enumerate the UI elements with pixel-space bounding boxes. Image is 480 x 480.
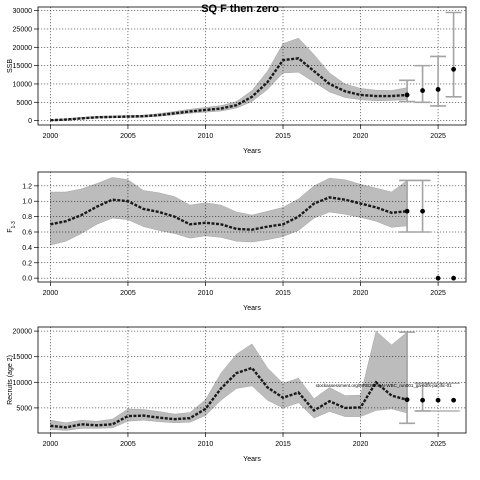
point-2023	[404, 208, 410, 214]
y-axis-label: Recruits (age 2)	[7, 355, 14, 405]
y-tick-label: 0.0	[22, 276, 32, 283]
projection-point-2026	[451, 66, 456, 72]
y-tick-label: 10000	[13, 380, 33, 387]
y-tick-label: 5000	[16, 100, 32, 107]
projection-point-2026	[451, 275, 456, 281]
projection-point-2025	[435, 397, 441, 403]
x-tick-label: 2015	[275, 290, 291, 297]
median-line	[50, 366, 408, 429]
panel-2: 2000 2005 2010 2015 2020 2025 0.0 0.2 0.4 0.6 0.8 1…	[7, 171, 467, 312]
panel-1: 2000 2005 2010 2015 2020 2025 0 5000 10000 15000 2…	[7, 6, 467, 155]
point-2023	[404, 397, 410, 403]
projection-point-2025	[435, 87, 441, 92]
x-tick-label: 2000	[43, 441, 59, 448]
x-tick-label: 2010	[198, 133, 214, 140]
projection-point-2026	[451, 397, 456, 403]
x-tick-label: 2025	[430, 133, 446, 140]
y-axis-label-subscript: 1-3	[11, 221, 17, 228]
y-tick-label: 15000	[13, 63, 33, 70]
projection-point-2025	[435, 275, 441, 281]
projection-point-2024	[420, 397, 425, 403]
y-axis-label: SSB	[7, 59, 14, 73]
y-tick-label: 30000	[13, 8, 33, 15]
confidence-band	[50, 177, 408, 246]
plot-frame	[37, 6, 467, 126]
y-tick-label: 0.8	[22, 214, 32, 221]
x-tick-label: 2015	[275, 133, 291, 140]
x-tick-label: 2000	[43, 290, 59, 297]
x-axis-label: Years	[243, 148, 261, 155]
y-tick-label: 1.0	[22, 199, 32, 206]
x-tick-label: 2005	[120, 441, 136, 448]
x-tick-label: 2020	[353, 133, 369, 140]
y-tick-label: 25000	[13, 26, 33, 33]
y-tick-label: 0.6	[22, 230, 32, 237]
y-tick-label: 0.2	[22, 260, 32, 267]
x-tick-label: 2015	[275, 441, 291, 448]
panels: 2000 2005 2010 2015 2020 20250500010000150002…	[7, 6, 467, 463]
y-tick-label: 15000	[13, 354, 33, 361]
watermark-annotation: stockassessment.org/MRB2024_N-WBC_run001…	[316, 383, 453, 388]
x-tick-label: 2005	[120, 290, 136, 297]
y-tick-label: 0	[28, 118, 32, 125]
confidence-band	[50, 37, 408, 121]
x-axis-label: Years	[243, 305, 261, 312]
x-tick-label: 2000	[43, 133, 59, 140]
y-tick-label: 0.4	[22, 245, 32, 252]
confidence-band	[50, 330, 408, 431]
median-line	[50, 196, 408, 231]
panel-3: 2000 2005 2010 2015 2020 2025 5000 10000 15000 20…	[7, 326, 467, 463]
x-tick-label: 2010	[198, 290, 214, 297]
plot-frame	[37, 171, 467, 283]
median-line	[50, 57, 408, 122]
projection-point-2024	[420, 88, 425, 93]
x-tick-label: 2025	[430, 290, 446, 297]
y-axis-label: F1-3	[7, 221, 17, 233]
figure-title: SQ F then zero	[201, 3, 279, 15]
y-tick-label: 10000	[13, 81, 33, 88]
point-2023	[404, 92, 410, 98]
x-tick-label: 2025	[430, 441, 446, 448]
y-tick-label: 20000	[13, 329, 33, 336]
y-tick-label: 1.2	[22, 183, 32, 190]
x-axis-label: Years	[243, 456, 261, 463]
y-tick-label: 5000	[16, 405, 32, 412]
x-tick-label: 2020	[353, 441, 369, 448]
plot-frame	[37, 326, 467, 434]
x-tick-label: 2010	[198, 441, 214, 448]
x-tick-label: 2020	[353, 290, 369, 297]
x-tick-label: 2005	[120, 133, 136, 140]
projection-point-2024	[420, 208, 425, 214]
y-tick-label: 20000	[13, 45, 33, 52]
